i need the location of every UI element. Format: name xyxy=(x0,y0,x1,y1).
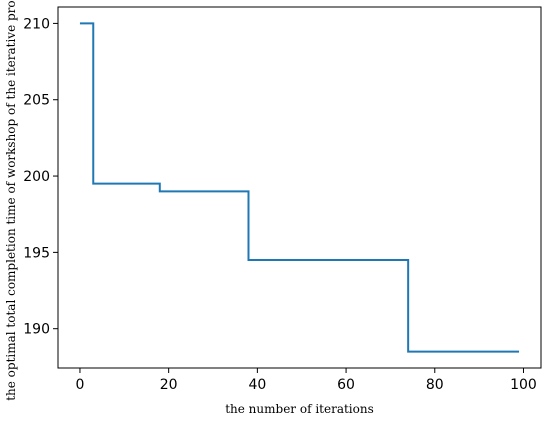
plot-frame xyxy=(57,6,542,369)
x-tick-label: 40 xyxy=(248,377,266,393)
y-tick-label: 205 xyxy=(23,93,50,109)
y-axis-label: the optimal total completion time of wor… xyxy=(4,0,18,401)
x-tick-label: 60 xyxy=(337,377,355,393)
y-tick-label: 190 xyxy=(23,322,50,338)
y-tick-label: 210 xyxy=(23,16,50,32)
x-axis-ticks: 0 20 40 60 80 100 xyxy=(75,368,537,393)
y-tick-label: 195 xyxy=(23,245,50,261)
y-axis-ticks: 190 195 200 205 210 xyxy=(23,16,58,338)
y-tick-label: 200 xyxy=(23,169,50,185)
x-tick-label: 20 xyxy=(160,377,178,393)
x-tick-label: 100 xyxy=(510,377,537,393)
series-line xyxy=(79,22,520,353)
x-tick-label: 80 xyxy=(426,377,444,393)
plot-area xyxy=(57,6,542,369)
x-tick-label: 0 xyxy=(75,377,84,393)
x-axis-label: the number of iterations xyxy=(225,402,374,416)
